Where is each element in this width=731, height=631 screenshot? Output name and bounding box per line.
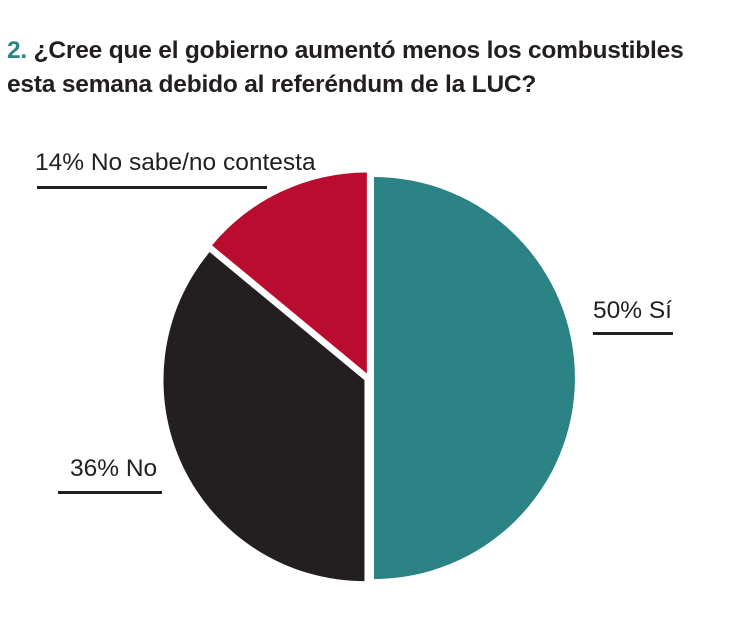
slice-label-rule-no — [58, 491, 162, 494]
question-number: 2. — [7, 37, 28, 64]
slice-label-no-sabe: 14% No sabe/no contesta — [35, 149, 316, 176]
slice-label-no: 36% No — [70, 455, 158, 482]
chart-title: 2. ¿Cree que el gobierno aumentó menos l… — [7, 34, 707, 102]
slice-label-rule-si — [593, 332, 673, 335]
pie-slice-no-sabe-no-contesta — [211, 172, 367, 374]
pie-slice-si — [374, 177, 575, 579]
question-line-2: esta semana debido al referéndum de la L… — [7, 71, 537, 98]
pie-slice-no — [163, 252, 365, 582]
slice-label-si: 50% Sí — [593, 297, 672, 324]
slice-label-rule-no-sabe — [37, 186, 267, 189]
pie-slices — [163, 172, 575, 582]
question-line-1: ¿Cree que el gobierno aumentó menos los … — [33, 37, 684, 64]
